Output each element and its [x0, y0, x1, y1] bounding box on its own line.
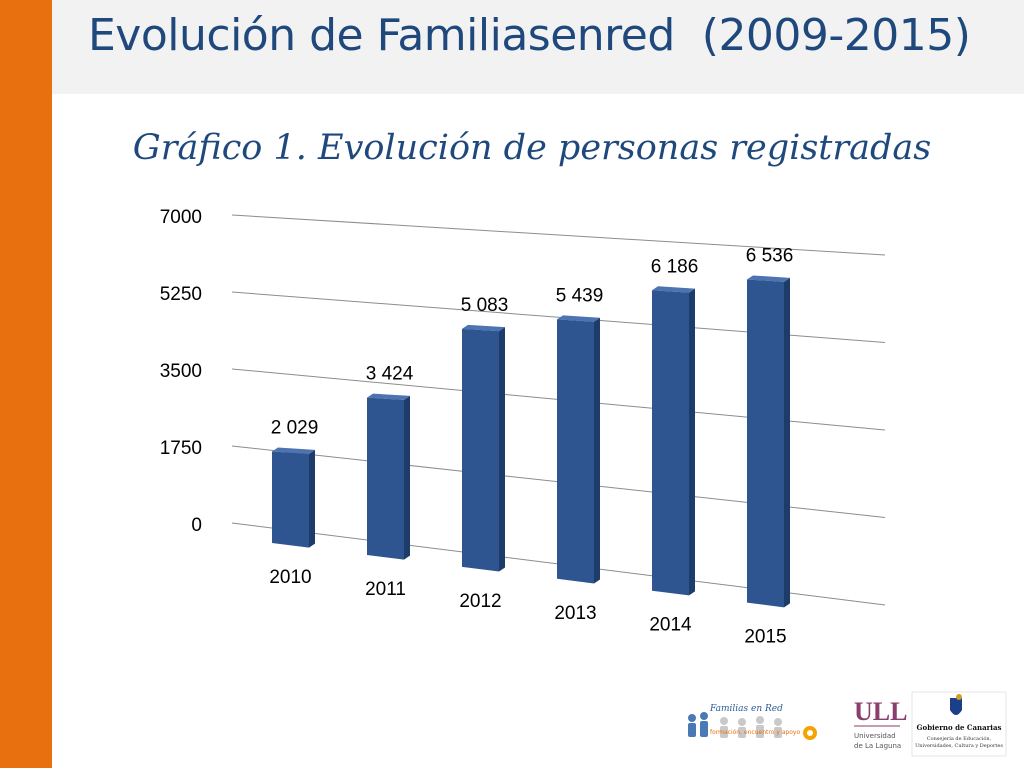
- data-label: 5 439: [556, 285, 604, 306]
- gobierno-line1: Consejería de Educación,: [927, 735, 992, 742]
- bar-2013: [557, 315, 600, 584]
- bar-side: [404, 395, 410, 560]
- y-tick-label: 7000: [160, 207, 202, 228]
- data-label: 6 186: [651, 256, 699, 277]
- data-label: 5 083: [461, 295, 509, 316]
- bar-front: [367, 397, 404, 560]
- data-label: 2 029: [271, 418, 319, 439]
- bar-top: [367, 393, 410, 400]
- gridline: [231, 214, 886, 256]
- accent-sidebar: [0, 0, 52, 768]
- bar-top: [747, 275, 790, 282]
- bar-front: [272, 451, 309, 548]
- bar-front: [652, 290, 689, 596]
- bar-top: [462, 324, 505, 332]
- ull-line2: de La Laguna: [854, 742, 901, 750]
- bar-front: [462, 328, 499, 572]
- gobierno-name: Gobierno de Canarias: [917, 723, 1002, 732]
- gobierno-line2: Universidades, Cultura y Deportes: [915, 743, 1003, 749]
- bar-top: [557, 315, 600, 322]
- y-tick-label: 3500: [160, 361, 202, 382]
- bar-side: [594, 317, 600, 584]
- bar-top: [652, 286, 695, 293]
- bar-2011: [367, 393, 410, 560]
- bar-2010: [272, 447, 315, 548]
- bar-2015: [747, 275, 790, 608]
- familias-en-red-logo: Familias en Red formación, encuentro y a…: [688, 704, 817, 740]
- title-band: [52, 0, 1024, 94]
- x-tick-label: 2010: [269, 567, 311, 588]
- bar-side: [784, 277, 790, 608]
- bar-side: [309, 449, 315, 548]
- familias-logo-text: Familias en Red: [709, 704, 783, 714]
- x-tick-label: 2014: [649, 615, 692, 636]
- data-label: 6 536: [746, 245, 794, 266]
- y-tick-label: 1750: [160, 438, 202, 459]
- bar-2012: [462, 324, 505, 572]
- bar-side: [689, 288, 695, 596]
- x-tick-label: 2011: [365, 579, 406, 600]
- footer-logos: Familias en Red formación, encuentro y a…: [688, 691, 1007, 757]
- slide-title: Evolución de Familiasenred (2009-2015): [88, 10, 971, 61]
- chart-labels: 0 1750 3500 5250 7000 2 029 2010 3 424 2011 5 083…: [160, 207, 794, 648]
- bar-side: [499, 327, 505, 572]
- ull-line1: Universidad: [854, 732, 896, 740]
- x-tick-label: 2012: [459, 591, 501, 612]
- x-tick-label: 2015: [744, 627, 786, 648]
- bar-front: [557, 319, 594, 584]
- y-tick-label: 0: [191, 515, 202, 536]
- bars: [272, 275, 790, 608]
- bar-2014: [652, 286, 695, 596]
- familias-logo-tagline: formación, encuentro y apoyo: [710, 729, 800, 736]
- gobierno-canarias-logo: Gobierno de Canarias Consejería de Educa…: [911, 691, 1007, 757]
- y-tick-label: 5250: [160, 284, 202, 305]
- ull-logo: ULL Universidad de La Laguna: [854, 697, 907, 750]
- bar-front: [747, 279, 784, 608]
- bar-top: [272, 447, 315, 454]
- ull-mark: ULL: [854, 697, 907, 726]
- chart-title: Gráfico 1. Evolución de personas registr…: [132, 128, 932, 168]
- x-tick-label: 2013: [554, 603, 596, 624]
- data-label: 3 424: [366, 364, 414, 385]
